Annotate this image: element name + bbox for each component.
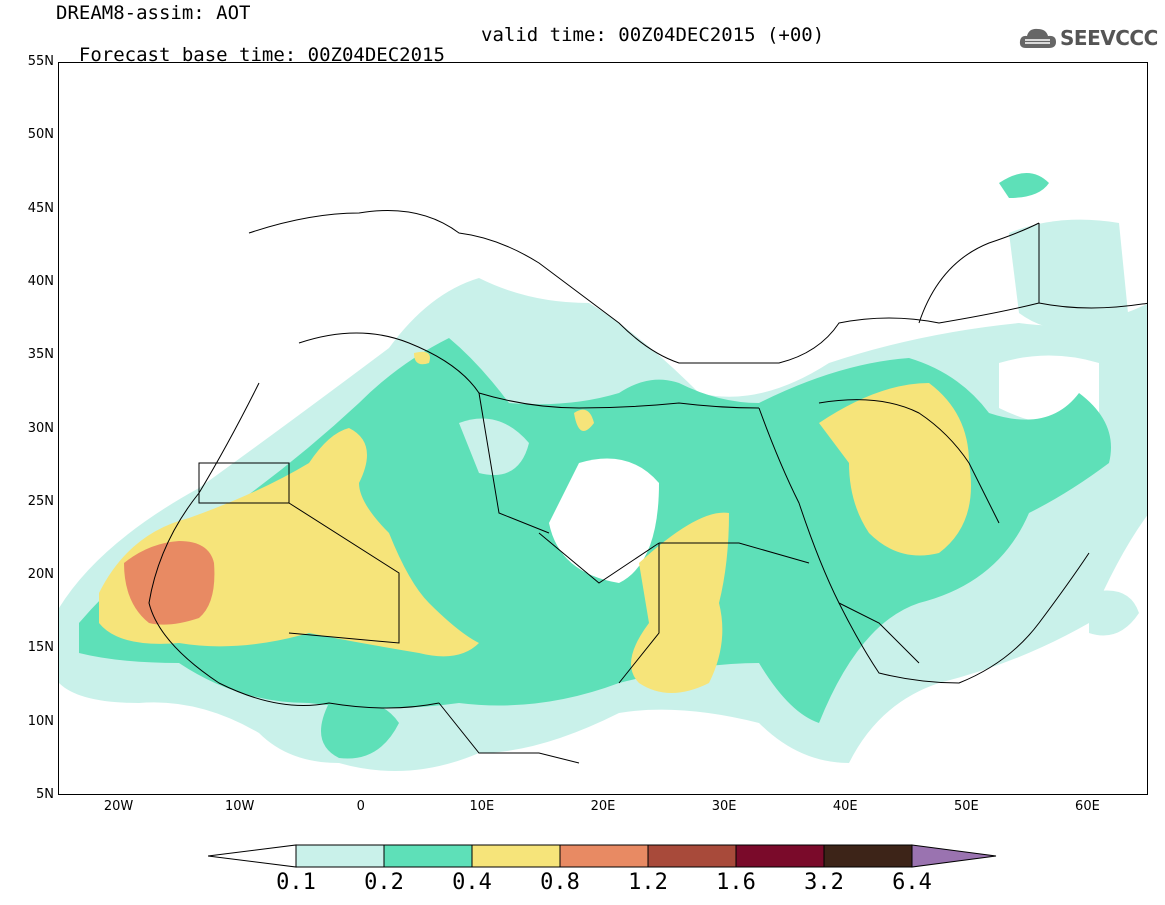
logo-text: SEEVCCC — [1060, 26, 1158, 50]
lat-label: 15N — [27, 640, 54, 656]
lat-label: 25N — [27, 493, 54, 509]
seevccc-logo: SEEVCCC — [1018, 24, 1158, 52]
lon-label: 50E — [953, 799, 979, 814]
colorbar-label: 0.1 — [276, 870, 316, 895]
lat-label: 35N — [27, 347, 54, 363]
lon-label: 40E — [832, 799, 858, 814]
colorbar-label: 0.2 — [364, 870, 404, 895]
lon-label: 60E — [1075, 799, 1100, 814]
forecast-base-time: Forecast base time: 00Z04DEC2015 — [78, 44, 445, 66]
lat-label: 30N — [27, 420, 54, 436]
aot-band-0.8-1.2 — [124, 541, 215, 625]
colorbar-label: 6.4 — [892, 870, 932, 895]
lon-label: 10W — [224, 799, 255, 814]
lat-label: 40N — [27, 273, 54, 289]
lat-label: 5N — [36, 787, 54, 802]
colorbar-swatch-2 — [383, 844, 473, 868]
aot-map — [59, 173, 1147, 771]
colorbar-low-arrow — [208, 844, 297, 868]
coastlines — [148, 210, 1147, 764]
colorbar-swatch-5 — [647, 844, 737, 868]
map-area — [58, 62, 1148, 795]
lat-label: 45N — [27, 200, 54, 216]
colorbar-label: 0.8 — [540, 870, 580, 895]
lon-label: 10E — [469, 799, 495, 814]
map-title: DREAM8-assim: AOT — [56, 2, 251, 24]
valid-time: valid time: 00Z04DEC2015 (+00) — [481, 24, 825, 46]
lat-label: 10N — [27, 713, 54, 729]
lat-label: 50N — [27, 127, 54, 143]
lat-label: 55N — [27, 54, 54, 69]
colorbar-swatch-1 — [295, 844, 385, 868]
colorbar-label: 1.6 — [716, 870, 756, 895]
lon-label: 20W — [103, 799, 134, 814]
lon-label: 30E — [711, 799, 737, 814]
lon-label: 0 — [356, 799, 365, 814]
lon-label: 20E — [590, 799, 616, 814]
colorbar-swatch-4 — [559, 844, 649, 868]
colorbar-label: 0.4 — [452, 870, 492, 895]
colorbar-label: 3.2 — [804, 870, 844, 895]
forecast-time-line: Forecast base time: 00Z04DEC2015 valid t… — [56, 25, 824, 85]
colorbar-swatch-3 — [471, 844, 561, 868]
color-bar — [208, 844, 997, 868]
lat-label: 20N — [27, 567, 54, 583]
colorbar-high-arrow — [911, 844, 997, 868]
colorbar-label: 1.2 — [628, 870, 668, 895]
colorbar-swatch-7 — [823, 844, 913, 868]
cloud-icon — [1019, 28, 1056, 48]
colorbar-swatch-6 — [735, 844, 825, 868]
